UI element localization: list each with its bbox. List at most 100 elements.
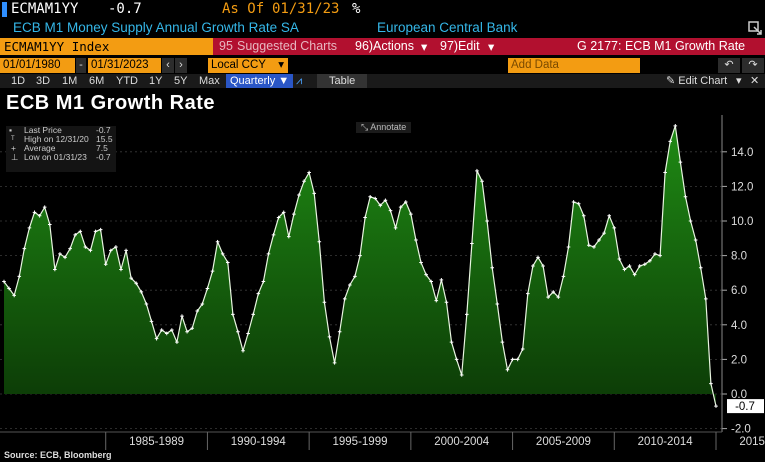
data-point [292,212,296,216]
data-point [261,279,266,284]
data-point [210,269,215,273]
table-button[interactable]: Table [317,74,368,88]
close-icon[interactable]: ✕ [750,75,760,87]
period-1y[interactable]: 1Y [149,75,163,87]
data-point [63,255,67,260]
data-point [241,348,245,353]
security-field[interactable]: ECMAM1YY Index [0,38,213,55]
period-ytd[interactable]: YTD [116,75,138,87]
data-point [505,367,510,372]
data-point [129,276,133,280]
edit-chevron-icon[interactable]: ▾ [488,40,495,54]
data-point [154,336,159,341]
y-tick-label: 8.0 [731,251,747,263]
data-point [103,262,108,267]
x-axis: 1985-1989 1990-1994 1995-1999 2000-2004 2005… [0,431,765,450]
data-point [602,231,606,235]
expand-window-icon[interactable] [747,20,763,36]
legend-low-label: Low on 01/31/23 [24,152,87,162]
data-point [256,291,261,296]
data-point [576,201,581,206]
data-point [7,286,11,291]
data-point [373,196,378,201]
data-point [78,229,83,234]
period-max[interactable]: Max [199,75,220,87]
data-point [93,229,98,234]
undo-icon[interactable]: ↶ [718,58,740,73]
data-point [490,265,495,270]
chart-legend[interactable]: ▪ Last Price -0.7 ᵀ High on 12/31/20 15.5 + A… [6,126,116,172]
date-range-dash: - [76,58,86,73]
data-point [205,286,210,291]
data-point [47,222,52,227]
data-point [337,329,342,334]
currency-select[interactable]: Local CCY ▾ [208,58,288,73]
data-point [658,253,662,258]
legend-last-value: -0.7 [96,125,111,135]
period-6m[interactable]: 6M [89,75,105,87]
data-point [581,214,586,218]
ticker-marker-icon [2,2,7,17]
data-point [119,267,123,272]
actions-chevron-icon[interactable]: ▾ [421,40,428,54]
data-point [307,170,311,175]
frequency-select[interactable]: Quarterly ▼ [226,74,294,88]
edit-menu[interactable]: Edit [458,39,480,53]
legend-high-label: High on 12/31/20 [24,134,89,144]
period-toolbar: 1D 3D 1M 6M YTD 1Y 5Y Max Quarterly ▼ ⩘ … [0,74,765,88]
data-point [653,252,657,256]
ticker-label[interactable]: ECMAM1YY [11,1,79,17]
data-point [317,239,322,244]
data-point [597,238,601,242]
data-point [566,245,571,249]
data-point [348,283,352,287]
redo-icon[interactable]: ↷ [742,58,764,73]
data-point [612,226,617,230]
data-point [287,234,291,239]
data-point [510,357,515,362]
options-chevron-icon[interactable]: ▾ [736,75,742,87]
add-data-input[interactable]: Add Data [508,58,640,73]
data-point [22,246,27,251]
start-date-input[interactable]: 01/01/1980 [0,58,75,73]
data-point [32,210,37,215]
legend-high-icon: ᵀ [11,134,15,144]
data-point [251,312,255,317]
prev-period-icon[interactable]: ‹ [162,58,174,73]
line-chart-icon[interactable]: ⩘ [296,75,303,87]
data-point [358,253,362,258]
data-point [109,248,113,253]
next-period-icon[interactable]: › [175,58,187,73]
data-point [704,297,708,301]
annotate-icon: ⤡ [361,122,371,132]
annotate-label: Annotate [370,122,407,132]
data-point [12,293,16,298]
x-tick-label: 2000-2004 [434,436,490,448]
data-point [83,245,88,249]
currency-chevron-icon: ▾ [278,59,284,71]
data-point [393,226,398,230]
edit-chart-button[interactable]: ✎ Edit Chart [666,75,728,87]
y-tick-label: 2.0 [731,354,747,366]
period-5y[interactable]: 5Y [174,75,188,87]
data-point [409,212,413,216]
end-date-input[interactable]: 01/31/2023 [88,58,161,73]
period-1d[interactable]: 1D [11,75,26,87]
period-1m[interactable]: 1M [62,75,78,87]
data-point [526,291,530,296]
period-3d[interactable]: 3D [36,75,51,87]
actions-menu[interactable]: Actions [373,39,414,53]
data-point [541,264,545,268]
chart-id-label: G 2177: ECB M1 Growth Rate [577,39,746,53]
annotate-button[interactable]: ⤡ Annotate [356,122,412,133]
x-tick-label: 2005-2009 [536,436,591,448]
data-point [363,215,367,220]
data-point [368,194,372,199]
data-point [454,357,459,362]
as-of-date[interactable]: 01/31/23 [272,1,340,17]
actions-menu-number: 96) [355,39,374,53]
data-point [231,312,235,317]
data-point [459,373,464,377]
suggested-charts-menu[interactable]: Suggested Charts [237,39,338,53]
